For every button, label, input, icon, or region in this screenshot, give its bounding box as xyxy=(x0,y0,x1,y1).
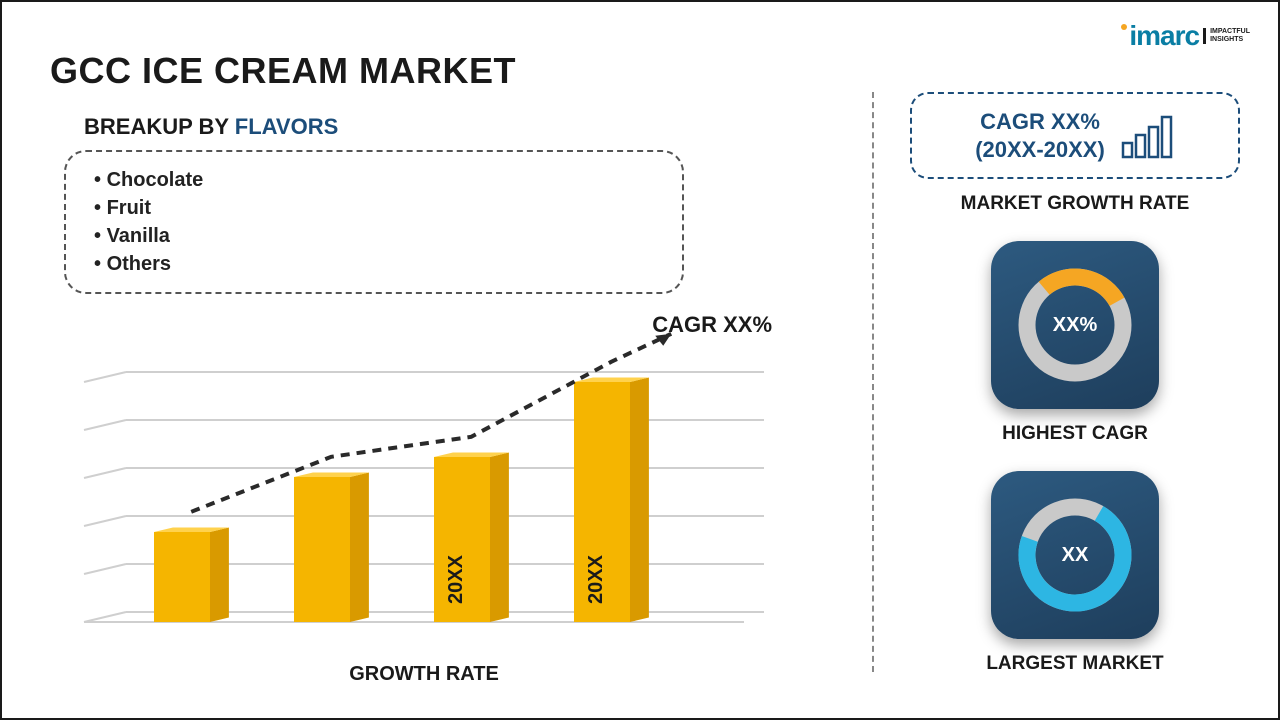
highest-value: XX% xyxy=(1053,314,1097,337)
svg-text:20XX: 20XX xyxy=(445,554,467,604)
sidebar: CAGR XX%(20XX-20XX) MARKET GROWTH RATE X… xyxy=(910,92,1240,701)
flavor-item: Others xyxy=(94,250,654,278)
highest-cagr-label: HIGHEST CAGR xyxy=(910,423,1240,445)
cagr-annotation: CAGR XX% xyxy=(652,312,772,338)
logo-tagline: IMPACTFULINSIGHTS xyxy=(1203,28,1250,43)
svg-text:20XX: 20XX xyxy=(585,554,607,604)
flavor-item: Vanilla xyxy=(94,222,654,250)
flavor-item: Fruit xyxy=(94,194,654,222)
page-title: GCC ICE CREAM MARKET xyxy=(50,50,516,92)
logo-text: imarc xyxy=(1121,20,1199,52)
market-growth-label: MARKET GROWTH RATE xyxy=(910,193,1240,215)
breakup-heading: BREAKUP BY FLAVORS xyxy=(84,114,338,140)
cagr-summary-card: CAGR XX%(20XX-20XX) xyxy=(910,92,1240,179)
flavor-list-box: Chocolate Fruit Vanilla Others xyxy=(64,150,684,294)
bar-chart-icon xyxy=(1119,111,1175,161)
largest-value: XX xyxy=(1062,544,1089,567)
flavor-item: Chocolate xyxy=(94,166,654,194)
bar-chart-svg: 20XX 20XX xyxy=(64,322,784,662)
flavor-list: Chocolate Fruit Vanilla Others xyxy=(94,166,654,278)
vertical-divider xyxy=(872,92,874,672)
cagr-card-text: CAGR XX%(20XX-20XX) xyxy=(975,108,1105,163)
chart-x-label: GROWTH RATE xyxy=(64,663,784,686)
growth-chart: 20XX20XX CAGR XX% GROWTH RATE xyxy=(64,322,784,682)
highest-cagr-tile: XX% xyxy=(991,241,1159,409)
brand-logo: imarc IMPACTFULINSIGHTS xyxy=(1121,20,1250,52)
largest-market-tile: XX xyxy=(991,471,1159,639)
largest-market-label: LARGEST MARKET xyxy=(910,653,1240,675)
